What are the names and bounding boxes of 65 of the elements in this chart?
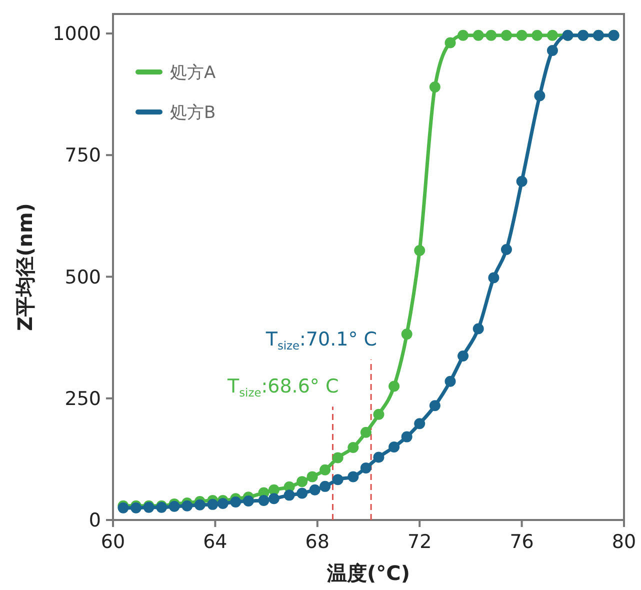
point: [332, 452, 344, 464]
point: [388, 442, 400, 453]
point: [516, 176, 528, 187]
point: [320, 480, 331, 492]
point: [500, 30, 512, 41]
x-tick-label: 80: [612, 531, 636, 553]
point: [348, 471, 359, 482]
point: [284, 490, 295, 501]
legend-label: 処方B: [170, 102, 216, 123]
x-axis-title: 温度(°C): [326, 561, 410, 585]
y-tick-label: 500: [64, 266, 101, 288]
point: [182, 500, 193, 512]
point: [532, 30, 543, 41]
point: [444, 376, 456, 387]
point: [348, 442, 359, 454]
point: [546, 30, 558, 41]
y-tick-label: 250: [64, 388, 101, 410]
x-tick-label: 72: [408, 531, 432, 553]
point: [388, 380, 400, 392]
point: [258, 495, 270, 506]
point: [360, 426, 372, 438]
point: [429, 81, 440, 92]
point: [373, 452, 384, 463]
point: [332, 474, 344, 486]
y-tick-label: 0: [88, 510, 101, 532]
point: [242, 496, 254, 507]
point: [472, 323, 484, 334]
annotation: T$_{size}$:70.1° C: [264, 328, 378, 352]
x-tick-label: 60: [100, 531, 126, 553]
point: [401, 431, 412, 442]
point: [486, 30, 497, 41]
point: [458, 350, 469, 362]
point: [546, 44, 558, 56]
point: [306, 471, 318, 482]
x-tick-label: 76: [510, 531, 534, 553]
point: [296, 488, 308, 499]
point: [168, 500, 180, 512]
point: [401, 328, 412, 340]
point: [500, 244, 512, 255]
point: [472, 30, 484, 41]
point: [207, 498, 218, 510]
point: [414, 244, 426, 256]
x-tick-label: 68: [305, 531, 330, 553]
point: [488, 272, 500, 284]
point: [296, 476, 308, 488]
point: [516, 30, 528, 41]
point: [309, 484, 320, 496]
y-tick-label: 1000: [52, 23, 101, 46]
point: [458, 30, 469, 41]
y-axis-title: Z平均径(nm): [13, 203, 37, 331]
point: [194, 499, 206, 510]
point: [429, 400, 440, 412]
point: [268, 493, 280, 504]
legend-label: 処方A: [170, 62, 216, 83]
point: [320, 464, 331, 476]
point: [230, 496, 242, 508]
point: [444, 37, 456, 48]
point: [217, 498, 228, 509]
point: [414, 418, 426, 430]
point: [373, 408, 384, 420]
point: [360, 462, 372, 474]
annotation: T$_{size}$:68.6° C: [226, 376, 339, 400]
x-tick-label: 64: [203, 531, 228, 553]
point: [534, 90, 546, 102]
y-tick-label: 750: [64, 144, 101, 167]
